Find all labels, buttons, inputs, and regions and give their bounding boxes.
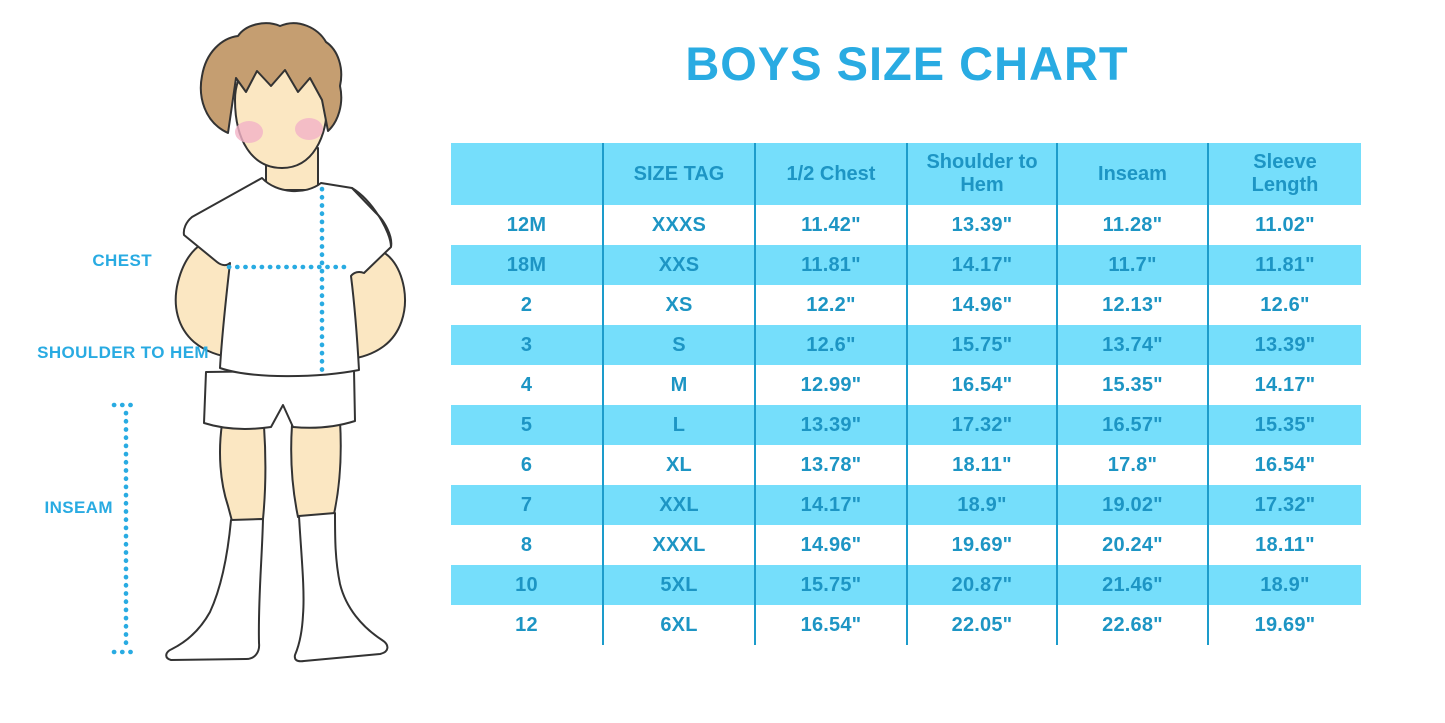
measurement-cell: 17.8" [1056,445,1207,485]
measurement-cell: 14.96" [754,525,906,565]
size-row-label: 4 [520,373,533,396]
size-row-label: 18M [451,245,602,285]
measurement-cell: 13.39" [754,405,906,445]
size-row-label: 10 [451,565,602,605]
measurement-cell: 16.54" [754,605,906,645]
measurement-cell: 21.46" [1056,565,1207,605]
boy-illustration [111,22,406,663]
measurement-cell: 22.05" [906,605,1056,645]
size-row-label: 12 [515,613,538,636]
measurement-cell: 5XL [602,565,754,605]
measurement-cell: 11.81" [754,245,906,285]
measurement-cell: M [602,365,754,405]
size-row-label: 3 [451,325,602,365]
measurement-cell: 18.11" [1207,525,1361,565]
measurement-cell: 14.17" [906,245,1056,285]
measurement-cell: 19.69" [1207,605,1361,645]
inseam-label: INSEAM [44,498,113,517]
size-row-label: 8 [520,533,533,556]
measurement-cell: 6XL [602,605,754,645]
size-row-label: 2 [520,293,533,316]
measurement-cell: 16.54" [906,365,1056,405]
measurement-cell: 16.57" [1056,405,1207,445]
right-leg [290,420,342,518]
chest-label: CHEST [92,251,152,270]
measurement-cell: 13.39" [1207,325,1361,365]
measurement-cell: 17.32" [1207,485,1361,525]
size-row-label: 6 [520,453,533,476]
measurement-cell: 15.35" [1056,365,1207,405]
measurement-cell: S [602,325,754,365]
measurement-cell: 20.87" [906,565,1056,605]
measurement-cell: 18.9" [906,485,1056,525]
measurement-cell: 18.9" [1207,565,1361,605]
measurement-cell: 12.13" [1056,285,1207,325]
measurement-cell: 15.35" [1207,405,1361,445]
measurement-cell: 18.11" [906,445,1056,485]
measurement-cell: 13.39" [906,205,1056,245]
shoulder-to-hem-label: SHOULDER TO HEM [37,343,209,362]
measurement-cell: 11.02" [1207,205,1361,245]
size-table: SIZE TAG 1/2 Chest Shoulder to Hem Inseam Sl… [451,143,1361,645]
size-row-label: 7 [451,485,602,525]
measurement-cell: 19.69" [906,525,1056,565]
measurement-cell: 20.24" [1056,525,1207,565]
measurement-cell: 19.02" [1056,485,1207,525]
measurement-cell: 22.68" [1056,605,1207,645]
measurement-cell: XXXL [602,525,754,565]
measurement-cell: 17.32" [906,405,1056,445]
measurement-cell: 14.17" [754,485,906,525]
measurement-cell: 11.42" [754,205,906,245]
measurement-cell: 11.81" [1207,245,1361,285]
size-row-label: 12M [506,213,547,236]
column-header: Sleeve Length [1207,143,1361,205]
measurement-cell: 16.54" [1207,445,1361,485]
page-title: BOYS SIZE CHART [685,37,1129,90]
measurement-cell: XS [602,285,754,325]
left-sock [165,518,264,661]
left-arm [174,239,237,358]
left-leg [219,423,267,522]
left-cheek [235,121,263,143]
measurement-cell: 11.28" [1056,205,1207,245]
measurement-cell: 13.78" [754,445,906,485]
right-cheek [295,118,323,140]
measurement-cell: 15.75" [754,565,906,605]
shorts [203,369,356,430]
measurement-cell: 14.17" [1207,365,1361,405]
corner-header-cell [451,143,602,205]
measurement-cell: XXS [602,245,754,285]
measurement-cell: XL [602,445,754,485]
column-header: Shoulder to Hem [906,143,1056,205]
measurement-cell: XXL [602,485,754,525]
column-header: 1/2 Chest [754,143,906,205]
column-header: Inseam [1056,143,1207,205]
measurement-cell: XXXS [602,205,754,245]
measurement-cell: 11.7" [1056,245,1207,285]
right-sleeve-edge [351,187,392,248]
hair [199,22,343,134]
measurement-cell: 12.2" [754,285,906,325]
measurement-cell: 15.75" [906,325,1056,365]
measurement-cell: L [602,405,754,445]
size-row-label: 5 [451,405,602,445]
measurement-cell: 12.99" [754,365,906,405]
measurement-cell: 12.6" [1207,285,1361,325]
measurement-cell: 14.96" [906,285,1056,325]
measurement-cell: 12.6" [754,325,906,365]
measurement-cell: 13.74" [1056,325,1207,365]
right-sock [293,512,389,663]
column-header: SIZE TAG [602,143,754,205]
